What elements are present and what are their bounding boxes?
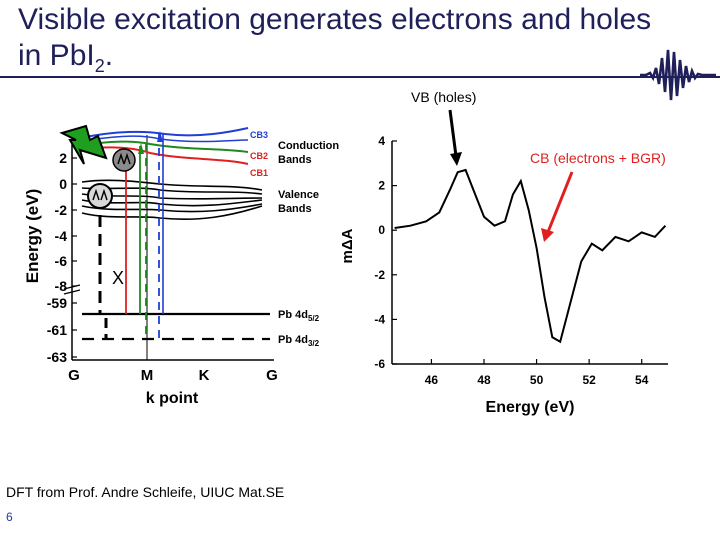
pb4d32-label: Pb 4d3/2 <box>278 334 320 348</box>
slide-footer: DFT from Prof. Andre Schleife, UIUC Mat.… <box>6 484 285 500</box>
cb3-label: CB3 <box>250 130 268 140</box>
cb2-label: CB2 <box>250 151 268 161</box>
x-mark: X <box>112 268 124 288</box>
spectrum-series-line <box>394 168 667 344</box>
spectrum-xtick-label: 48 <box>477 373 491 387</box>
spectrum-xtick-label: 50 <box>530 373 544 387</box>
band-ytick: -61 <box>47 322 67 338</box>
pb4d52-label: Pb 4d5/2 <box>278 309 320 323</box>
title-end: . <box>104 39 114 72</box>
spectrum-ytick-label: -2 <box>374 268 385 282</box>
band-ylabel: Energy (eV) <box>23 189 42 283</box>
spectrum-ytick-label: -6 <box>374 357 385 371</box>
wave-logo-icon <box>640 49 716 101</box>
spectrum-ytick-label: 4 <box>378 134 385 148</box>
valence-label-1: Valence <box>278 189 319 201</box>
cb1-curve <box>79 146 249 165</box>
spectrum-xtick-label: 52 <box>582 373 596 387</box>
band-ytick: -2 <box>55 202 68 218</box>
spectrum-xlabel: Energy (eV) <box>486 399 575 416</box>
spectrum-xtick-label: 54 <box>635 373 649 387</box>
conduction-label-1: Conduction <box>278 140 339 152</box>
lightning-bolt-icon <box>59 124 108 165</box>
vb-arrow <box>448 109 458 157</box>
band-xtick: K <box>199 367 210 384</box>
axis-break <box>63 284 81 295</box>
spectrum-ytick-label: -4 <box>374 312 385 326</box>
excited-electron-icon <box>112 148 136 172</box>
spectrum-xtick-label: 46 <box>425 373 439 387</box>
cb3-curve <box>79 127 249 139</box>
spectrum-ytick-label: 0 <box>378 223 385 237</box>
conduction-label-2: Bands <box>278 154 312 166</box>
title-main: Visible excitation generates electrons a… <box>18 3 652 72</box>
title-subscript: 2 <box>94 56 105 76</box>
band-ytick: -8 <box>55 278 68 294</box>
page-number: 6 <box>6 510 13 524</box>
band-ytick: 2 <box>59 150 67 166</box>
spectrum-ytick-label: 2 <box>378 179 385 193</box>
vb-annotation: VB (holes) <box>411 89 477 105</box>
cb-annotation: CB (electrons + BGR) <box>530 150 666 166</box>
band-ytick: -6 <box>55 253 68 269</box>
hole-icon <box>87 183 113 209</box>
band-xlabel: k point <box>146 390 199 407</box>
title-rule <box>0 76 720 78</box>
spectrum-ylabel: mΔA <box>339 228 356 263</box>
slide-title: Visible excitation generates electrons a… <box>18 2 658 84</box>
cb1-label: CB1 <box>250 168 268 178</box>
band-xtick: G <box>266 367 278 384</box>
band-diagram: 2 0 -2 -4 -6 -8 -59 -61 -63 Energy (eV) … <box>23 124 339 407</box>
cb2-curve <box>79 140 249 153</box>
cb-arrow <box>546 171 574 233</box>
band-xtick: M <box>141 367 154 384</box>
valence-label-2: Bands <box>278 203 312 215</box>
band-xtick: G <box>68 367 80 384</box>
band-y-ticks <box>72 157 77 358</box>
band-ytick: 0 <box>59 176 67 192</box>
band-ytick: -63 <box>47 349 67 365</box>
band-ytick: -4 <box>55 228 68 244</box>
band-ytick: -59 <box>47 295 67 311</box>
